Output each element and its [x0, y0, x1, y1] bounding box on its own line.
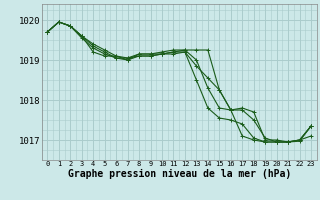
X-axis label: Graphe pression niveau de la mer (hPa): Graphe pression niveau de la mer (hPa) — [68, 169, 291, 179]
